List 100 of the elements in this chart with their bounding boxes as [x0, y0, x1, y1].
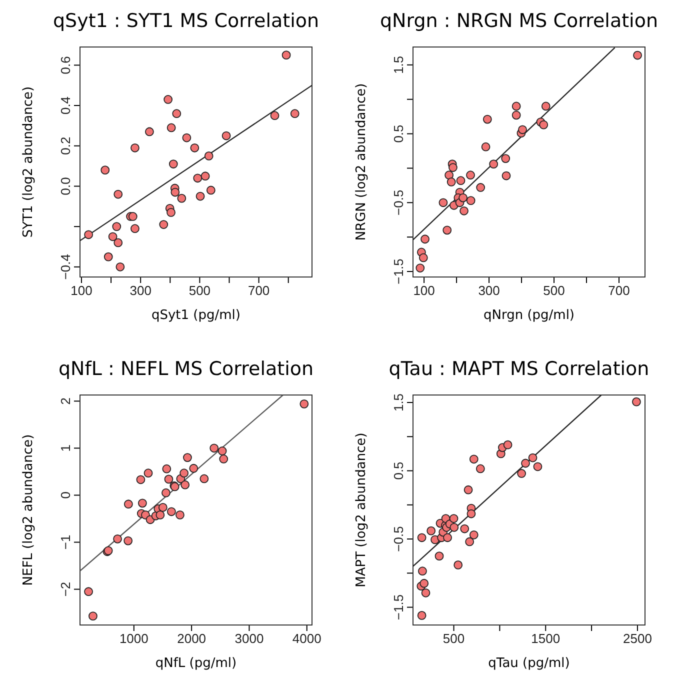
x-axis-title: qNrgn (pg/ml)	[483, 308, 575, 323]
point	[100, 166, 110, 174]
point	[528, 453, 538, 462]
point	[162, 464, 172, 474]
x-tick-label: 500	[188, 283, 211, 298]
point	[124, 500, 133, 509]
x-tick-label: 2500	[623, 631, 652, 646]
point	[434, 552, 444, 560]
point	[162, 488, 170, 498]
point	[438, 198, 448, 208]
point	[443, 533, 452, 542]
x-axis-title: qTau (pg/ml)	[488, 656, 570, 671]
x-tick-label: 1500	[531, 631, 560, 646]
y-tick-label: 1	[58, 444, 73, 452]
point	[159, 220, 168, 229]
point	[476, 464, 485, 474]
point	[113, 534, 122, 544]
y-axis-title: NEFL (log2 abundance)	[21, 434, 36, 586]
point	[633, 50, 642, 60]
y-tick-label: −0.4	[58, 254, 73, 280]
point	[632, 397, 641, 406]
point	[464, 485, 473, 494]
x-tick-label: 300	[130, 283, 152, 298]
point	[417, 533, 426, 542]
point	[454, 560, 463, 570]
point	[219, 454, 228, 464]
point	[448, 163, 458, 172]
point	[446, 178, 456, 186]
point	[417, 611, 426, 620]
x-tick-label: 1000	[119, 631, 148, 646]
point	[300, 400, 309, 408]
point	[156, 510, 165, 520]
point	[469, 530, 478, 540]
y-tick-label: 2	[58, 397, 73, 405]
y-tick-label: −2	[58, 582, 73, 597]
point	[420, 234, 430, 244]
point	[204, 152, 214, 160]
point	[512, 102, 521, 111]
point	[164, 95, 173, 104]
point	[476, 183, 486, 192]
point	[138, 498, 147, 508]
point	[469, 454, 478, 464]
point	[533, 462, 542, 472]
point	[426, 526, 436, 536]
y-tick-label: 1.5	[391, 56, 406, 74]
point	[144, 468, 153, 478]
point	[444, 170, 454, 180]
y-tick-label: −0.5	[391, 526, 406, 552]
point	[517, 469, 526, 478]
y-tick-label: 1.5	[391, 393, 406, 412]
y-tick-label: 0.5	[391, 462, 406, 480]
point	[418, 566, 427, 576]
y-tick-label: −1.5	[391, 594, 406, 620]
point	[541, 102, 550, 111]
point	[84, 230, 94, 240]
point	[489, 160, 498, 168]
point	[166, 123, 176, 132]
point	[114, 238, 123, 248]
point	[88, 612, 98, 620]
y-tick-label: −1.5	[391, 258, 406, 284]
x-axis-title: qNfL (pg/ml)	[155, 656, 237, 671]
y-tick-label: −0.5	[391, 190, 406, 216]
point	[466, 170, 475, 180]
chart-title: qNrgn : NRGN MS Correlation	[380, 10, 658, 32]
chart-title: qNfL : NEFL MS Correlation	[58, 358, 314, 380]
point	[176, 510, 184, 520]
y-tick-label: −1	[58, 534, 73, 550]
x-tick-label: 3000	[234, 631, 264, 646]
point	[290, 109, 300, 118]
point	[450, 522, 459, 532]
point	[166, 208, 176, 217]
point	[460, 524, 470, 534]
y-tick-label: 0.6	[58, 56, 73, 74]
x-axis-title: qSyt1 (pg/ml)	[151, 308, 241, 323]
y-tick-label: 0.5	[391, 124, 406, 143]
point	[180, 480, 190, 490]
point	[190, 143, 200, 152]
point	[108, 232, 118, 242]
point	[167, 507, 176, 516]
point	[180, 468, 189, 478]
chart-title: qTau : MAPT MS Correlation	[388, 358, 650, 380]
x-tick-label: 700	[608, 283, 630, 298]
y-tick-label: 0	[58, 492, 73, 499]
point	[458, 193, 468, 202]
point	[130, 143, 140, 152]
point	[539, 120, 548, 130]
point	[442, 226, 452, 235]
point	[164, 474, 174, 484]
point	[512, 110, 521, 120]
point	[206, 186, 216, 195]
point	[128, 212, 138, 221]
point	[465, 537, 474, 546]
point	[420, 578, 429, 588]
point	[449, 514, 458, 523]
x-tick-label: 700	[248, 283, 270, 298]
point	[145, 127, 154, 136]
x-tick-label: 4000	[292, 631, 322, 646]
point	[136, 475, 146, 484]
x-tick-label: 100	[70, 283, 92, 298]
y-axis-title: MAPT (log2 abundance)	[354, 432, 369, 588]
